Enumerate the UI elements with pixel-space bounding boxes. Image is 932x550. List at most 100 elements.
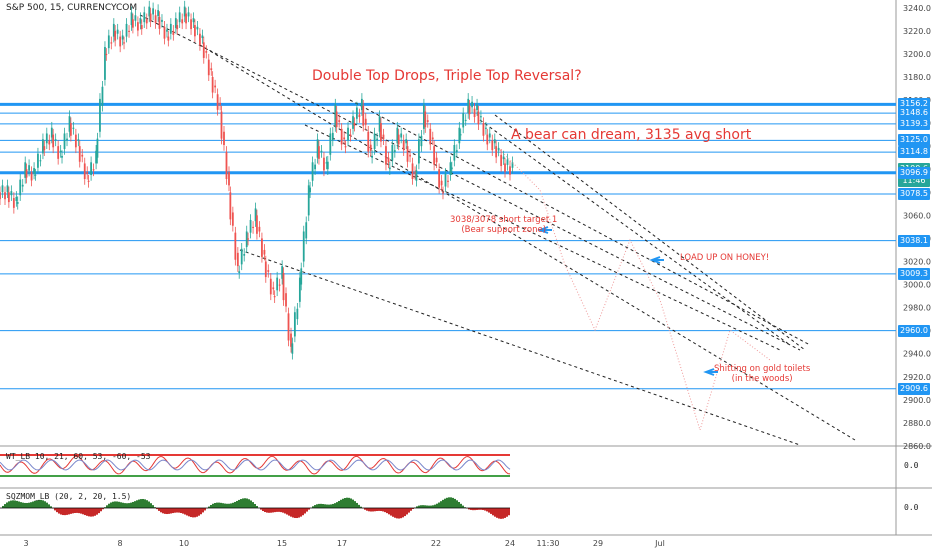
sqz-bar-87 <box>174 508 176 513</box>
wt-line-1 <box>0 455 511 475</box>
candle-body-16-1 <box>143 12 146 23</box>
candle-body-5-2 <box>48 140 51 145</box>
sqz-bar-138 <box>276 508 278 512</box>
candle-body-20-0 <box>176 25 179 30</box>
annotation-bear-dream: A bear can dream, 3135 avg short <box>511 127 752 143</box>
annotation-main-title: Double Top Drops, Triple Top Reversal? <box>312 68 582 84</box>
candle-body-41-2 <box>367 131 370 152</box>
candle-body-52-3 <box>467 98 470 113</box>
candle-body-4-1 <box>37 153 39 168</box>
candle-body-17-3 <box>157 10 160 17</box>
candle-body-43-2 <box>385 146 387 165</box>
candle-body-22-1 <box>196 26 199 30</box>
arrow-marker-0 <box>537 226 552 234</box>
candle-body-43-3 <box>387 157 390 163</box>
price-tag-8: 3078.5 <box>898 188 930 200</box>
y-tick-label-19: 2860.0 <box>903 442 931 451</box>
sqz-bar-20 <box>40 499 42 508</box>
candle-body-51-2 <box>455 150 458 152</box>
candle-body-50-1 <box>444 173 447 187</box>
sqz-bar-193 <box>386 508 388 514</box>
sqz-bar-46 <box>92 508 94 517</box>
candle-body-56-1 <box>497 147 500 151</box>
sqz-bar-205 <box>410 508 412 511</box>
sqz-bar-147 <box>294 508 296 518</box>
price-tag-11: 2960.0 <box>898 324 930 337</box>
candle-body-42-0 <box>371 155 374 158</box>
sqz-bar-148 <box>296 508 298 519</box>
sqz-bar-242 <box>484 508 486 511</box>
sqz-bar-156 <box>312 506 314 508</box>
sqz-indicator-label: SQZMOM_LB (20, 2, 20, 1.5) <box>6 492 132 501</box>
candle-body-21-2 <box>190 19 192 30</box>
sqz-bar-140 <box>280 508 282 513</box>
sqz-bar-2 <box>4 504 6 508</box>
candle-body-19-1 <box>169 23 172 34</box>
candle-body-16-2 <box>145 19 148 24</box>
sqz-bar-221 <box>442 499 444 508</box>
sqz-bar-174 <box>348 497 350 508</box>
channel-line-1 <box>199 44 856 441</box>
candle-body-49-0 <box>433 146 436 165</box>
candle-body-22-3 <box>201 35 204 39</box>
sqz-bar-108 <box>216 502 218 508</box>
candle-body-22-2 <box>199 33 201 45</box>
y-tick-label-11: 3020.0 <box>903 257 931 266</box>
candle-body-10-1 <box>90 162 92 175</box>
sqz-bar-137 <box>274 508 276 513</box>
candle-body-15-1 <box>134 15 137 21</box>
sqz-bar-93 <box>186 508 188 516</box>
sqz-bar-250 <box>500 508 502 519</box>
sqz-bar-223 <box>446 497 448 508</box>
candle-body-1-0 <box>7 192 10 203</box>
x-tick-label-2: 10 <box>179 539 189 548</box>
candle-body-30-0 <box>264 261 267 278</box>
candle-body-1-1 <box>10 191 13 196</box>
candle-body-42-2 <box>376 138 379 141</box>
sqz-bar-248 <box>496 508 498 518</box>
candle-body-48-1 <box>426 120 429 122</box>
sqz-bar-33 <box>66 508 68 515</box>
sqz-bar-243 <box>486 508 488 512</box>
sqz-bar-124 <box>248 499 250 508</box>
sqz-bar-62 <box>124 503 126 508</box>
sqz-bar-128 <box>256 505 258 508</box>
candle-body-21-1 <box>187 12 190 17</box>
sqz-bar-126 <box>252 502 254 508</box>
candle-body-12-1 <box>107 35 110 49</box>
candle-body-40-2 <box>358 114 361 118</box>
sqz-bar-132 <box>264 508 266 513</box>
sqz-bar-4 <box>8 501 10 508</box>
sqz-bar-110 <box>220 502 222 508</box>
price-tag-3: 3125.0 <box>898 134 930 147</box>
sqz-bar-90 <box>180 508 182 513</box>
candle-body-9-0 <box>78 146 81 162</box>
candle-body-23-1 <box>205 51 208 53</box>
candle-body-45-0 <box>397 134 400 145</box>
sqz-bar-73 <box>146 500 148 508</box>
y-tick-label-0: 3240.0 <box>903 4 931 13</box>
candle-body-22-0 <box>194 25 196 37</box>
candle-body-17-1 <box>152 8 155 15</box>
candle-body-49-3 <box>440 180 443 186</box>
sqz-bar-101 <box>202 508 204 513</box>
sqz-zero-label: 0.0 <box>904 503 919 512</box>
candle-body-39-2 <box>349 134 352 136</box>
candle-body-46-2 <box>411 163 414 180</box>
candle-body-51-3 <box>458 127 461 144</box>
candle-body-37-3 <box>334 104 337 126</box>
sqz-bar-104 <box>208 506 210 508</box>
candle-body-33-1 <box>293 312 296 337</box>
sqz-bar-236 <box>472 508 474 511</box>
sqz-bar-162 <box>324 504 326 508</box>
price-tag-1: 3148.6 <box>898 107 930 120</box>
sqz-bar-245 <box>490 508 492 514</box>
sqz-bar-31 <box>62 508 64 516</box>
sqz-bar-173 <box>346 497 348 508</box>
candle-body-39-0 <box>344 146 347 148</box>
sqz-bar-134 <box>268 508 270 513</box>
sqz-bar-224 <box>448 497 450 508</box>
sqz-bar-120 <box>240 499 242 508</box>
sqz-bar-131 <box>262 508 264 512</box>
